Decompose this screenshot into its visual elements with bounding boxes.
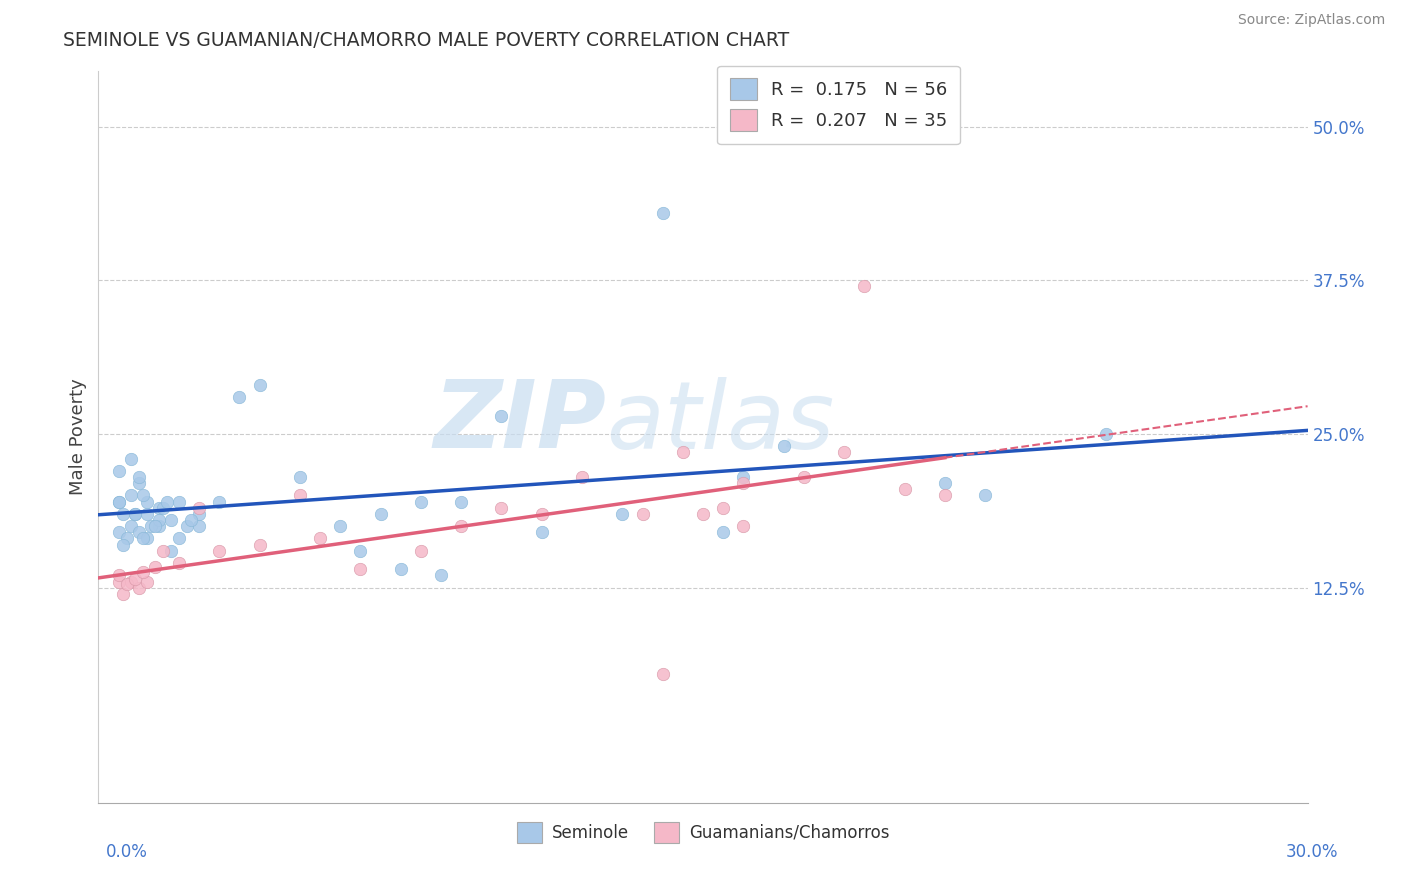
Point — [329, 519, 352, 533]
Y-axis label: Male Poverty: Male Poverty — [69, 379, 87, 495]
Point — [111, 507, 134, 521]
Point — [128, 476, 150, 491]
Point — [135, 494, 157, 508]
Point — [107, 574, 129, 589]
Point — [152, 543, 174, 558]
Point — [228, 390, 250, 404]
Point — [107, 494, 129, 508]
Point — [450, 494, 472, 508]
Point — [139, 519, 162, 533]
Point — [128, 525, 150, 540]
Point — [853, 279, 876, 293]
Point — [111, 538, 134, 552]
Point — [132, 565, 155, 579]
Point — [111, 587, 134, 601]
Point — [135, 574, 157, 589]
Text: atlas: atlas — [606, 377, 835, 468]
Point — [571, 470, 593, 484]
Point — [148, 500, 170, 515]
Point — [107, 494, 129, 508]
Point — [530, 525, 553, 540]
Point — [180, 513, 202, 527]
Text: SEMINOLE VS GUAMANIAN/CHAMORRO MALE POVERTY CORRELATION CHART: SEMINOLE VS GUAMANIAN/CHAMORRO MALE POVE… — [63, 31, 790, 50]
Point — [120, 451, 142, 466]
Point — [832, 445, 855, 459]
Point — [188, 500, 211, 515]
Point — [124, 507, 146, 521]
Point — [349, 543, 371, 558]
Point — [430, 568, 453, 582]
Point — [107, 568, 129, 582]
Point — [156, 494, 179, 508]
Text: ZIP: ZIP — [433, 376, 606, 468]
Legend: Seminole, Guamanians/Chamorros: Seminole, Guamanians/Chamorros — [510, 815, 896, 849]
Point — [167, 532, 190, 546]
Point — [148, 519, 170, 533]
Point — [249, 377, 271, 392]
Point — [711, 500, 734, 515]
Point — [188, 507, 211, 521]
Point — [160, 513, 183, 527]
Point — [208, 543, 231, 558]
Point — [128, 581, 150, 595]
Point — [934, 488, 956, 502]
Point — [152, 500, 174, 515]
Point — [793, 470, 815, 484]
Point — [389, 562, 412, 576]
Point — [132, 532, 155, 546]
Point — [612, 507, 634, 521]
Point — [733, 470, 755, 484]
Point — [143, 519, 166, 533]
Point — [120, 574, 142, 589]
Point — [733, 519, 755, 533]
Text: Source: ZipAtlas.com: Source: ZipAtlas.com — [1237, 13, 1385, 28]
Point — [450, 519, 472, 533]
Point — [167, 494, 190, 508]
Point — [148, 513, 170, 527]
Point — [135, 507, 157, 521]
Point — [772, 439, 794, 453]
Point — [288, 488, 311, 502]
Point — [491, 500, 513, 515]
Point — [974, 488, 997, 502]
Point — [143, 559, 166, 574]
Point — [409, 543, 432, 558]
Point — [409, 494, 432, 508]
Point — [349, 562, 371, 576]
Point — [107, 464, 129, 478]
Text: 30.0%: 30.0% — [1286, 843, 1339, 861]
Point — [651, 205, 673, 219]
Point — [115, 532, 138, 546]
Point — [530, 507, 553, 521]
Point — [893, 483, 915, 497]
Point — [309, 532, 332, 546]
Point — [124, 572, 146, 586]
Point — [107, 525, 129, 540]
Point — [1095, 427, 1118, 442]
Point — [128, 470, 150, 484]
Point — [692, 507, 714, 521]
Point — [120, 488, 142, 502]
Point — [124, 507, 146, 521]
Point — [733, 476, 755, 491]
Point — [208, 494, 231, 508]
Point — [288, 470, 311, 484]
Point — [115, 577, 138, 591]
Point — [651, 666, 673, 681]
Point — [135, 532, 157, 546]
Point — [120, 519, 142, 533]
Point — [167, 556, 190, 570]
Point — [176, 519, 198, 533]
Point — [631, 507, 654, 521]
Point — [711, 525, 734, 540]
Point — [160, 543, 183, 558]
Point — [370, 507, 392, 521]
Text: 0.0%: 0.0% — [105, 843, 148, 861]
Point — [491, 409, 513, 423]
Point — [672, 445, 695, 459]
Point — [188, 519, 211, 533]
Point — [934, 476, 956, 491]
Point — [132, 488, 155, 502]
Point — [249, 538, 271, 552]
